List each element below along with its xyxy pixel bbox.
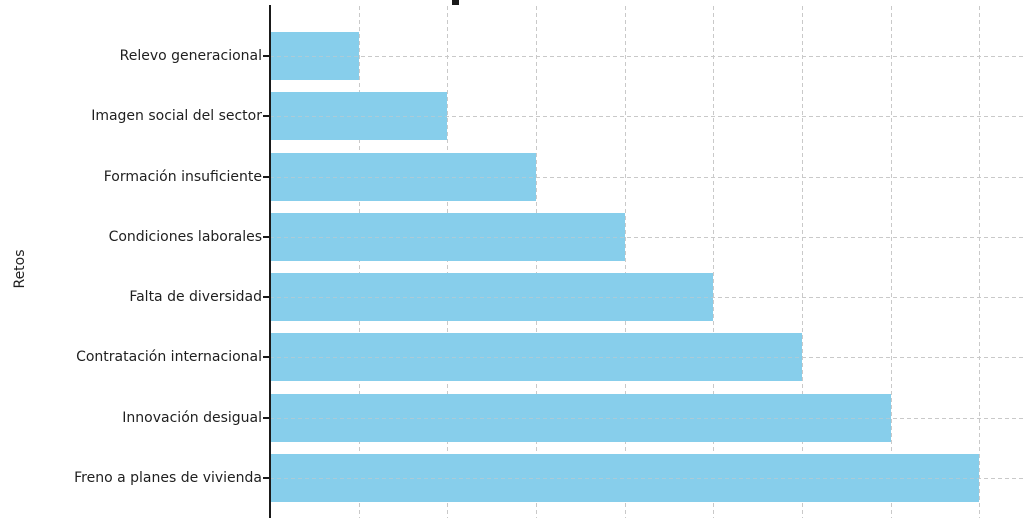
- horizontal-gridline: [270, 297, 713, 298]
- cut-off-title-descender-fragment: [452, 0, 459, 5]
- horizontal-gridline: [270, 116, 447, 117]
- category-label: Falta de diversidad: [129, 289, 262, 305]
- y-tick: [263, 417, 269, 419]
- horizontal-gridline: [270, 237, 625, 238]
- category-label: Formación insuficiente: [103, 169, 262, 185]
- y-axis-label: Retos: [12, 249, 28, 289]
- category-label: Contratación internacional: [76, 349, 262, 365]
- horizontal-gridline: [270, 237, 1024, 238]
- category-label: Relevo generacional: [119, 48, 262, 64]
- y-tick: [263, 477, 269, 479]
- y-tick: [263, 115, 269, 117]
- vertical-gridline: [979, 6, 980, 518]
- category-label: Imagen social del sector: [91, 108, 262, 124]
- horizontal-gridline: [270, 357, 802, 358]
- vertical-gridline: [536, 6, 537, 518]
- category-label: Freno a planes de vivienda: [74, 470, 262, 486]
- vertical-gridline: [802, 6, 803, 518]
- horizontal-gridline: [270, 116, 1024, 117]
- y-tick: [263, 176, 269, 178]
- y-tick: [263, 356, 269, 358]
- category-label: Condiciones laborales: [108, 229, 262, 245]
- horizontal-gridline: [270, 478, 979, 479]
- vertical-gridline: [359, 6, 360, 518]
- vertical-gridline: [447, 6, 448, 518]
- vertical-gridline: [891, 6, 892, 518]
- vertical-gridline: [713, 6, 714, 518]
- y-tick: [263, 236, 269, 238]
- category-label: Innovación desigual: [122, 410, 262, 426]
- horizontal-gridline: [270, 418, 891, 419]
- y-tick: [263, 296, 269, 298]
- vertical-gridline: [625, 6, 626, 518]
- y-axis-spine: [269, 5, 271, 518]
- horizontal-gridline: [270, 56, 1024, 57]
- horizontal-gridline: [270, 177, 1024, 178]
- y-tick: [263, 55, 269, 57]
- horizontal-gridline: [270, 177, 536, 178]
- horizontal-gridline: [270, 56, 359, 57]
